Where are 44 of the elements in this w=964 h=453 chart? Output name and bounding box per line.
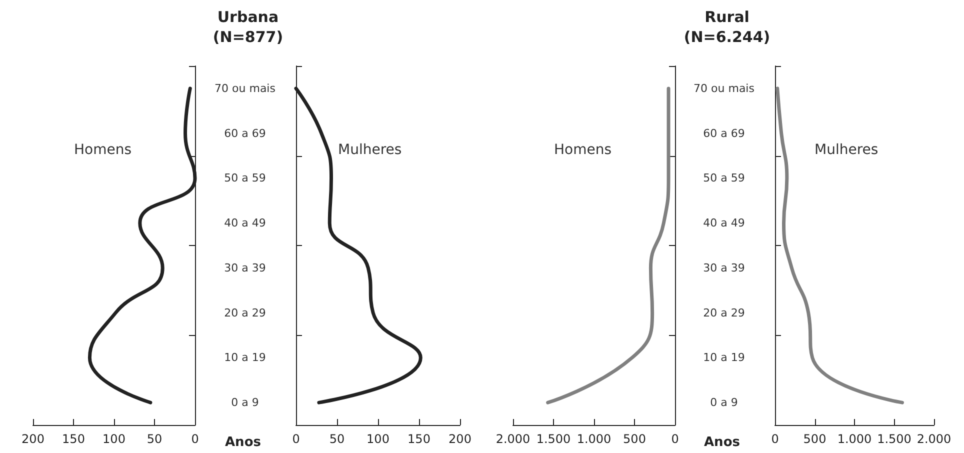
y-tick-label: 50 a 59	[224, 172, 266, 185]
text: Mulheres	[814, 142, 878, 158]
y-tick-label: 10 a 19	[224, 351, 266, 364]
y-tick-label: 20 a 29	[703, 306, 745, 320]
series-label: Mulheres	[338, 142, 402, 158]
x-tick-label: 50	[146, 432, 162, 446]
x-tick-label: 1.000	[576, 432, 612, 446]
x-tick-label: 200	[22, 432, 44, 446]
x-tick-label: 200	[448, 432, 472, 446]
y-axis-title: Anos	[225, 435, 262, 450]
y-axis-title: Anos	[704, 435, 740, 450]
x-tick-label: 100	[102, 432, 126, 446]
y-tick-label: 0 a 9	[231, 396, 259, 410]
x-tick-label: 50	[329, 432, 345, 446]
x-tick-label: 0	[771, 432, 779, 446]
text: Homens	[74, 142, 132, 158]
chart-title: Urbana (N=877)	[212, 8, 284, 46]
x-tick-label: 1.500	[536, 432, 571, 446]
x-tick-label: 0	[671, 432, 679, 446]
x-tick-label: 1.000	[837, 432, 872, 446]
x-tick-label: 150	[408, 432, 430, 446]
x-tick-label: 500	[803, 432, 826, 446]
x-tick-label: 0	[191, 432, 199, 446]
x-tick-label: 500	[623, 432, 646, 446]
x-tick-label: 1.500	[877, 432, 912, 446]
y-tick-label: 30 a 39	[703, 261, 745, 274]
text: Homens	[554, 142, 612, 158]
y-tick-label: 60 a 69	[703, 126, 745, 140]
y-tick-label: 60 a 69	[224, 126, 266, 140]
y-tick-label: 70 ou mais	[694, 82, 755, 95]
y-tick-label: 40 a 49	[224, 216, 266, 230]
x-tick-label: 0	[292, 432, 300, 446]
x-tick-label: 150	[62, 432, 85, 446]
y-tick-label: 30 a 39	[224, 261, 266, 274]
x-tick-label: 100	[366, 432, 390, 446]
y-tick-label: 10 a 19	[703, 351, 745, 364]
chart-title: Rural (N=6.244)	[684, 8, 770, 46]
y-tick-label: 0 a 9	[710, 396, 738, 410]
y-tick-label: 70 ou mais	[214, 82, 276, 95]
y-tick-label: 40 a 49	[703, 216, 745, 230]
x-tick-label: 2.000	[916, 432, 952, 446]
x-tick-label: 2.000	[496, 432, 530, 446]
y-tick-label: 50 a 59	[703, 172, 745, 185]
y-tick-label: 20 a 29	[224, 306, 266, 320]
